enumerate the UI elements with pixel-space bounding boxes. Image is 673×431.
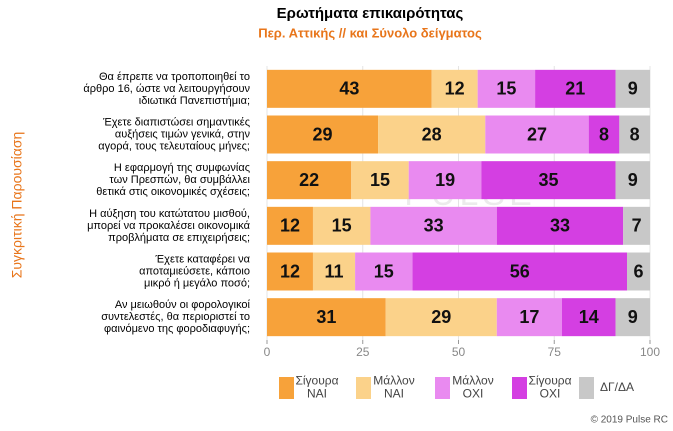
data-label: 8: [599, 124, 609, 144]
x-tick-label: 75: [548, 345, 562, 359]
data-label: 33: [424, 216, 444, 236]
data-label: 43: [339, 79, 359, 99]
chart-title: Ερωτήματα επικαιρότητας: [277, 5, 464, 22]
legend-swatch: [512, 377, 527, 399]
bar-segment: [408, 161, 482, 200]
data-label: 28: [422, 124, 442, 144]
data-label: 29: [313, 124, 333, 144]
data-label: 9: [628, 79, 638, 99]
chart-subtitle: Περ. Αττικής // και Σύνολο δείγματος: [258, 25, 482, 40]
data-label: 22: [299, 170, 319, 190]
x-tick-label: 100: [640, 345, 660, 359]
bar-segment: [615, 69, 650, 108]
data-label: 27: [527, 124, 547, 144]
data-label: 7: [632, 216, 642, 236]
category-label: Η αύξηση του κατώτατου μισθού, μπορεί να …: [87, 208, 251, 244]
data-label: 31: [316, 307, 336, 327]
bar-segment: [312, 252, 356, 291]
bar-segment: [267, 69, 432, 108]
bar-segment: [615, 161, 650, 200]
legend-label: Σίγουρα ΟΧΙ: [528, 374, 571, 401]
data-label: 14: [579, 307, 599, 327]
legend-swatch: [356, 377, 371, 399]
x-tick-label: 50: [452, 345, 466, 359]
data-label: 9: [628, 307, 638, 327]
data-label: 21: [565, 79, 585, 99]
legend-swatch: [279, 377, 294, 399]
bar-segment: [431, 69, 478, 108]
legend-label: Μάλλον ΝΑΙ: [373, 374, 414, 401]
data-label: 15: [496, 79, 516, 99]
bar-segment: [496, 206, 624, 245]
category-label: Έχετε καταφέρει να αποταμιεύσετε, κάποιο μ…: [139, 253, 251, 289]
data-label: 35: [538, 170, 558, 190]
data-label: 9: [628, 170, 638, 190]
bar-segment: [481, 161, 616, 200]
bar-segment: [623, 206, 650, 245]
bar-segment: [355, 252, 413, 291]
bar-segment: [485, 115, 589, 154]
bar-segment: [412, 252, 628, 291]
category-label: Αν μειωθούν οι φορολογικοί συντελεστές, θ…: [101, 299, 250, 335]
legend-swatch: [579, 377, 594, 399]
category-label: Θα έπρεπε να τροποποιηθεί το άρθρο 16, ώσ…: [83, 71, 250, 107]
bar-segment: [378, 115, 486, 154]
bar-segment: [267, 298, 386, 337]
data-label: 6: [634, 261, 644, 281]
data-label: 12: [280, 261, 300, 281]
y-axis-label: Συγκριτική Παρουσίαση: [9, 132, 25, 279]
data-label: 8: [630, 124, 640, 144]
bar-segment: [267, 115, 379, 154]
category-label: Η εφαρμογή της συμφωνίας των Πρεσπών, θα …: [96, 162, 250, 198]
legend-label: ΔΓ/ΔΑ: [600, 380, 634, 394]
bar-segment: [351, 161, 409, 200]
data-label: 33: [550, 216, 570, 236]
bar-segment: [370, 206, 497, 245]
footer: © 2019 Pulse RC: [591, 415, 668, 426]
data-label: 29: [431, 307, 451, 327]
bar-segment: [267, 206, 313, 245]
data-label: 17: [519, 307, 539, 327]
category-label: Έχετε διαπιστώσει σημαντικές αυξήσεις τιμ…: [98, 116, 250, 152]
bar-segment: [312, 206, 371, 245]
bar-segment: [561, 298, 616, 337]
data-label: 15: [374, 261, 394, 281]
legend-label: Σίγουρα ΝΑΙ: [295, 374, 338, 401]
bar-segment: [535, 69, 616, 108]
bar-segment: [267, 161, 352, 200]
legend-label: Μάλλον ΟΧΙ: [452, 374, 493, 401]
bar-segment: [385, 298, 497, 337]
bar-segment: [627, 252, 650, 291]
bar-segment: [588, 115, 620, 154]
bar-segment: [615, 298, 650, 337]
bar-segment: [619, 115, 650, 154]
data-label: 56: [510, 261, 530, 281]
x-tick-label: 25: [356, 345, 370, 359]
data-label: 11: [325, 261, 344, 281]
bar-segment: [496, 298, 562, 337]
data-label: 19: [435, 170, 455, 190]
bar-segment: [477, 69, 536, 108]
bar-segment: [267, 252, 313, 291]
data-label: 12: [280, 216, 300, 236]
data-label: 15: [332, 216, 352, 236]
x-tick-label: 0: [264, 345, 271, 359]
legend-swatch: [435, 377, 450, 399]
data-label: 15: [370, 170, 390, 190]
data-label: 12: [445, 79, 465, 99]
